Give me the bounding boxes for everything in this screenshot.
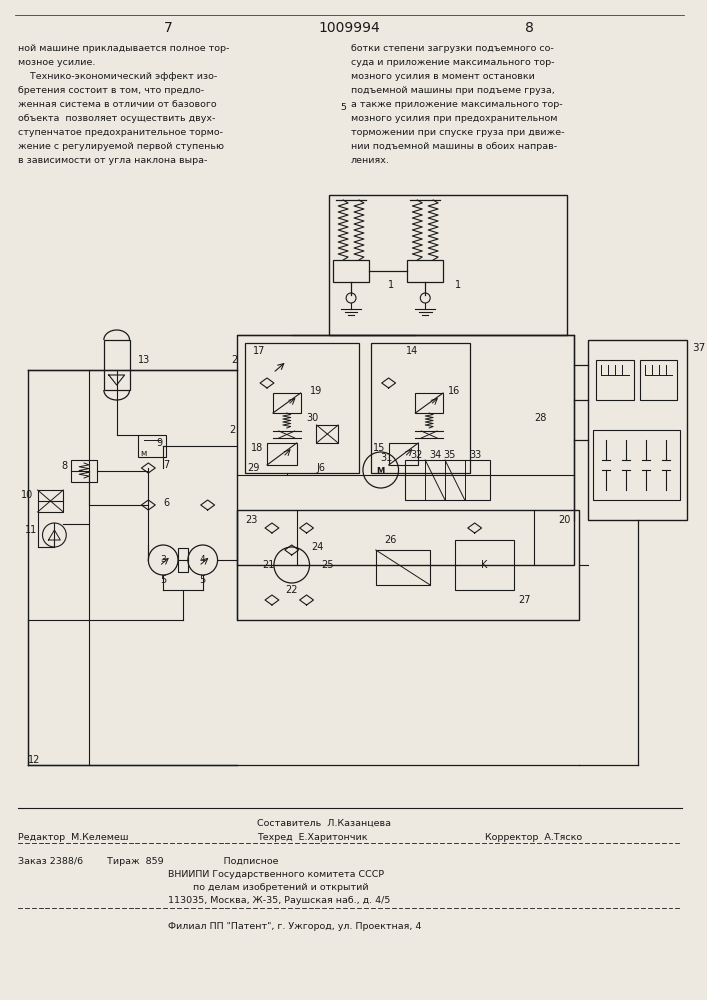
Text: 23: 23	[245, 515, 257, 525]
Text: 113035, Москва, Ж-35, Раушская наб., д. 4/5: 113035, Москва, Ж-35, Раушская наб., д. …	[168, 896, 390, 905]
Text: Корректор  А.Тяско: Корректор А.Тяско	[484, 833, 582, 842]
Text: м: м	[141, 448, 146, 458]
Bar	[273, 393, 300, 413]
Text: подъемной машины при подъеме груза,: подъемной машины при подъеме груза,	[351, 86, 555, 95]
Bar	[37, 490, 64, 512]
Text: 24: 24	[312, 542, 324, 552]
Text: жение с регулируемой первой ступенью: жение с регулируемой первой ступенью	[18, 142, 224, 151]
Text: женная система в отличии от базового: женная система в отличии от базового	[18, 100, 216, 109]
Text: мозного усилия при предохранительном: мозного усилия при предохранительном	[351, 114, 558, 123]
Text: 35: 35	[444, 450, 456, 460]
Text: ВНИИПИ Государственного комитета СССР: ВНИИПИ Государственного комитета СССР	[168, 870, 384, 879]
Bar	[455, 540, 514, 590]
Bar	[317, 425, 338, 443]
Text: Заказ 2388/6        Тираж  859                    Подписное: Заказ 2388/6 Тираж 859 Подписное	[18, 857, 279, 866]
Text: 11: 11	[25, 525, 37, 535]
Text: 34: 34	[429, 450, 441, 460]
Text: ботки степени загрузки подъемного со-: ботки степени загрузки подъемного со-	[351, 44, 554, 53]
Text: 29: 29	[247, 463, 259, 473]
Text: 37: 37	[692, 343, 706, 353]
Bar	[405, 460, 489, 500]
Text: 21: 21	[262, 560, 275, 570]
Text: 2: 2	[229, 425, 235, 435]
Text: 19: 19	[310, 386, 322, 396]
Bar	[407, 260, 443, 282]
Text: 7: 7	[164, 21, 173, 35]
Text: 12: 12	[28, 755, 40, 765]
Text: 16: 16	[448, 386, 460, 396]
Text: объекта  позволяет осуществить двух-: объекта позволяет осуществить двух-	[18, 114, 215, 123]
Text: ступенчатое предохранительное тормо-: ступенчатое предохранительное тормо-	[18, 128, 223, 137]
Text: 25: 25	[322, 560, 334, 570]
Text: торможении при спуске груза при движе-: торможении при спуске груза при движе-	[351, 128, 565, 137]
Text: ной машине прикладывается полное тор-: ной машине прикладывается полное тор-	[18, 44, 229, 53]
Bar	[415, 393, 443, 413]
Bar	[371, 343, 469, 473]
Text: 33: 33	[469, 450, 482, 460]
Text: 2: 2	[231, 355, 238, 365]
Bar	[588, 340, 687, 520]
Text: 5: 5	[199, 575, 206, 585]
Text: 28: 28	[534, 413, 547, 423]
Bar	[596, 360, 634, 400]
Bar	[640, 360, 677, 400]
Text: 10: 10	[21, 490, 34, 500]
Text: 1009994: 1009994	[318, 21, 380, 35]
Text: 15: 15	[373, 443, 385, 453]
Bar	[333, 260, 369, 282]
Text: 13: 13	[139, 355, 151, 365]
Bar	[593, 430, 680, 500]
Text: 27: 27	[518, 595, 530, 605]
Text: 18: 18	[251, 443, 264, 453]
Text: 7: 7	[163, 460, 170, 470]
Text: 14: 14	[405, 346, 418, 356]
Text: 4: 4	[200, 556, 206, 564]
Text: Технико-экономический эффект изо-: Технико-экономический эффект изо-	[18, 72, 217, 81]
Text: Составитель  Л.Казанцева: Составитель Л.Казанцева	[257, 819, 391, 828]
Text: K: K	[481, 560, 488, 570]
Text: 5: 5	[340, 103, 346, 112]
Text: суда и приложение максимального тор-: суда и приложение максимального тор-	[351, 58, 554, 67]
Bar	[267, 443, 297, 465]
Text: Техред  Е.Харитончик: Техред Е.Харитончик	[257, 833, 368, 842]
Text: Редактор  М.Келемеш: Редактор М.Келемеш	[18, 833, 128, 842]
Bar	[178, 548, 188, 572]
Text: 1: 1	[387, 280, 394, 290]
Bar	[329, 195, 566, 335]
Text: M: M	[377, 468, 385, 477]
Text: лениях.: лениях.	[351, 156, 390, 165]
Text: Филиал ПП "Патент", г. Ужгород, ул. Проектная, 4: Филиал ПП "Патент", г. Ужгород, ул. Прое…	[168, 922, 421, 931]
Text: мозное усилие.: мозное усилие.	[18, 58, 95, 67]
Text: 30: 30	[307, 413, 319, 423]
Text: 5: 5	[160, 575, 166, 585]
Text: 22: 22	[286, 585, 298, 595]
Text: 32: 32	[410, 450, 423, 460]
Text: 26: 26	[385, 535, 397, 545]
Text: 17: 17	[253, 346, 266, 356]
Text: 9: 9	[156, 438, 163, 448]
Text: 20: 20	[559, 515, 571, 525]
Text: по делам изобретений и открытий: по делам изобретений и открытий	[193, 883, 368, 892]
Text: J6: J6	[317, 463, 325, 473]
Bar	[104, 340, 129, 390]
Text: а также приложение максимального тор-: а также приложение максимального тор-	[351, 100, 563, 109]
Text: 8: 8	[61, 461, 67, 471]
Text: в зависимости от угла наклона выра-: в зависимости от угла наклона выра-	[18, 156, 207, 165]
Bar	[238, 510, 578, 620]
Bar	[389, 443, 419, 465]
Text: 1: 1	[455, 280, 461, 290]
Text: мозного усилия в момент остановки: мозного усилия в момент остановки	[351, 72, 535, 81]
Bar	[71, 460, 97, 482]
Bar	[238, 335, 573, 565]
Text: 31: 31	[381, 453, 393, 463]
Text: бретения состоит в том, что предло-: бретения состоит в том, что предло-	[18, 86, 204, 95]
Text: 3: 3	[160, 556, 166, 564]
Text: 6: 6	[163, 498, 169, 508]
Bar	[139, 435, 166, 457]
Bar	[376, 550, 430, 585]
Text: 8: 8	[525, 21, 534, 35]
Bar	[245, 343, 359, 473]
Text: нии подъемной машины в обоих направ-: нии подъемной машины в обоих направ-	[351, 142, 557, 151]
